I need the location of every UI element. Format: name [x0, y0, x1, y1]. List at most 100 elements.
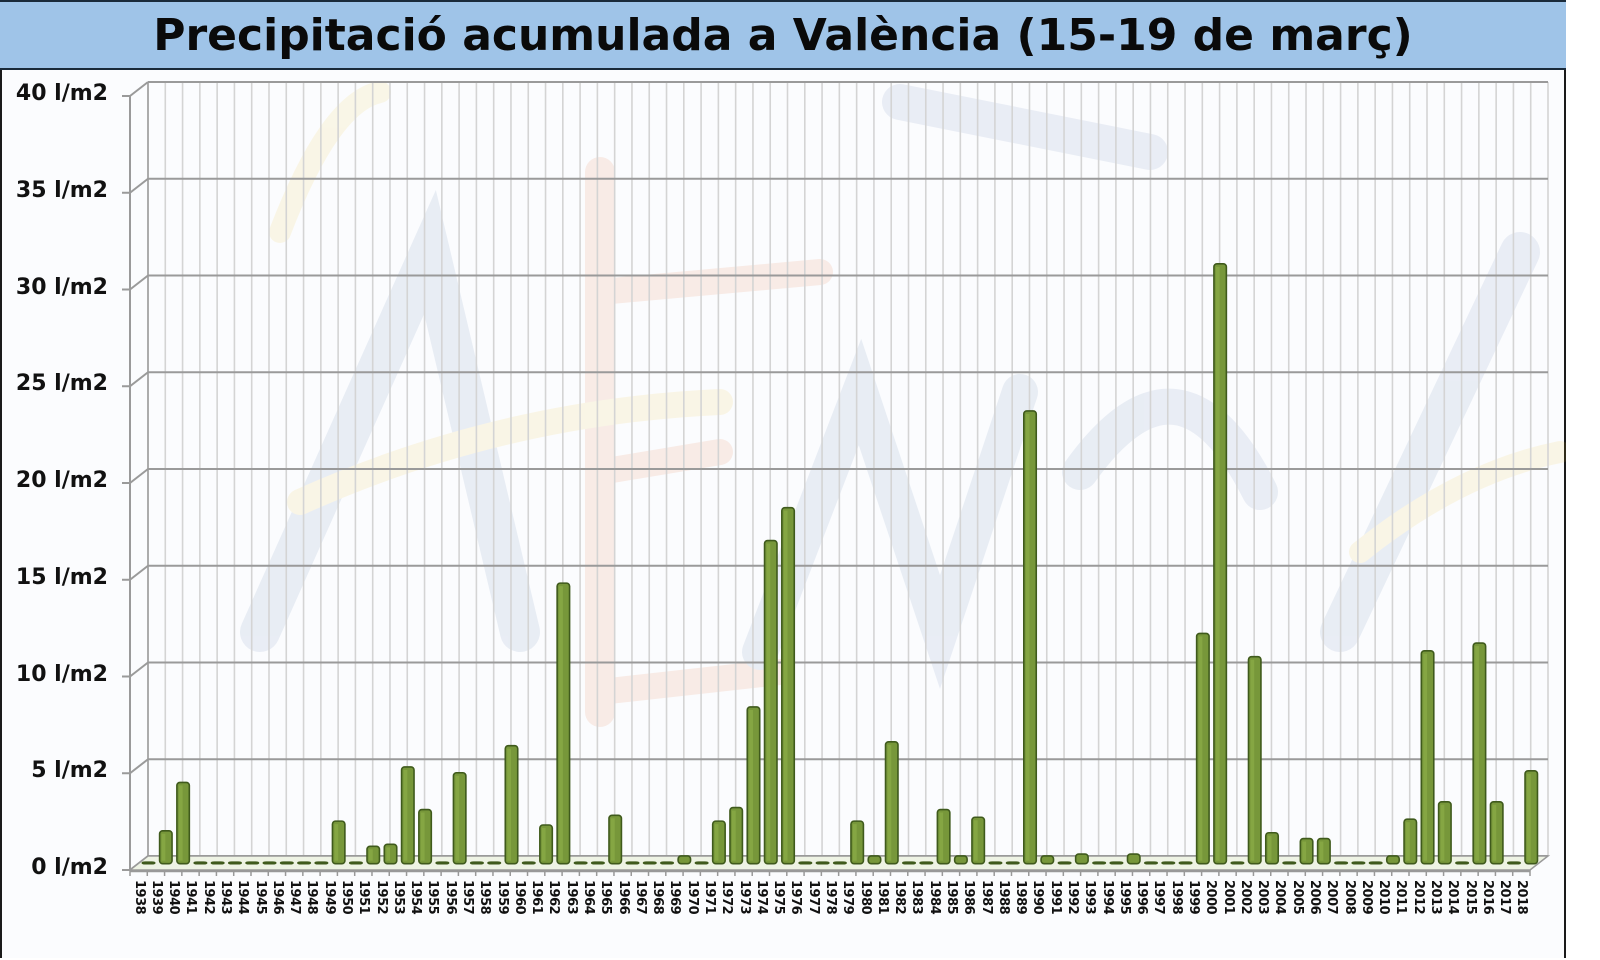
bar-1956 [452, 771, 467, 865]
title-banner: Precipitació acumulada a València (15-19… [0, 0, 1566, 70]
bar-1949 [331, 820, 346, 865]
bar-2011 [1403, 818, 1418, 865]
x-tick-label: 1951 [356, 880, 372, 915]
bar-1993 [1092, 861, 1107, 865]
bar-1959 [504, 744, 519, 865]
bar-1951 [366, 845, 381, 865]
x-tick-label: 1983 [909, 880, 925, 915]
x-tick-label: 1993 [1082, 880, 1098, 915]
bar-1962 [556, 582, 571, 865]
bar-1984 [936, 808, 951, 865]
x-tick-label: 1950 [339, 880, 355, 915]
bar-1999 [1195, 632, 1210, 865]
x-tick-label: 1959 [494, 880, 510, 915]
x-tick-label: 1953 [390, 880, 406, 915]
x-tick-label: 2003 [1255, 880, 1271, 915]
x-tick-label: 2008 [1341, 880, 1357, 915]
bar-1966 [625, 861, 640, 865]
x-tick-label: 1975 [771, 880, 787, 915]
x-tick-label: 1942 [200, 880, 216, 915]
x-tick-label: 2004 [1272, 880, 1288, 915]
bar-1940 [176, 781, 191, 865]
x-tick-label: 1968 [650, 880, 666, 915]
bar-1945 [262, 861, 277, 865]
x-tick-label: 1964 [581, 880, 597, 915]
x-tick-label: 1957 [460, 880, 476, 915]
bar-2001 [1230, 861, 1245, 865]
bar-1946 [279, 861, 294, 865]
x-tick-label: 1962 [546, 880, 562, 915]
bar-2014 [1455, 861, 1470, 865]
bar-1960 [521, 861, 536, 865]
x-tick-label: 1945 [252, 880, 268, 915]
bar-2006 [1316, 837, 1331, 865]
bar-1986 [971, 816, 986, 865]
chart-title: Precipitació acumulada a València (15-19… [153, 9, 1413, 61]
x-tick-label: 1972 [719, 880, 735, 915]
x-tick-label: 1981 [874, 880, 890, 915]
x-tick-label: 1958 [477, 880, 493, 915]
x-tick-label: 1963 [563, 880, 579, 915]
x-tick-label: 2012 [1410, 880, 1426, 915]
bar-1971 [711, 820, 726, 865]
bar-1985 [953, 855, 968, 865]
bar-1952 [383, 843, 398, 865]
x-tick-label: 1987 [978, 880, 994, 915]
bar-1963 [573, 861, 588, 865]
x-tick-label: 1991 [1047, 880, 1063, 915]
y-tick-label: 15 l/m2 [15, 564, 108, 590]
bar-1961 [539, 824, 554, 865]
x-tick-label: 1998 [1168, 880, 1184, 915]
x-tick-label: 1939 [148, 880, 164, 915]
x-tick-label: 1943 [218, 880, 234, 915]
bar-2018 [1524, 770, 1539, 865]
bar-1972 [729, 806, 744, 865]
bar-1970 [694, 861, 709, 865]
bar-1980 [867, 855, 882, 865]
bar-1941 [193, 861, 208, 865]
x-tick-label: 1999 [1185, 880, 1201, 915]
y-tick-label: 40 l/m2 [15, 81, 108, 106]
x-tick-label: 1941 [183, 880, 199, 915]
bar-1995 [1126, 853, 1141, 865]
x-tick-label: 1969 [667, 880, 683, 915]
x-tick-label: 1994 [1099, 880, 1115, 915]
y-tick-label: 5 l/m2 [31, 758, 108, 784]
bar-1954 [418, 808, 433, 865]
x-tick-label: 1982 [892, 880, 908, 915]
bar-2012 [1420, 650, 1435, 865]
x-tick-label: 1960 [511, 880, 527, 915]
bar-1981 [884, 740, 899, 865]
x-tick-label: 1989 [1013, 880, 1029, 915]
bar-1978 [832, 861, 847, 865]
x-tick-label: 1955 [425, 880, 441, 915]
x-tick-label: 1978 [823, 880, 838, 915]
bar-1947 [297, 861, 312, 865]
bar-1944 [245, 861, 260, 865]
x-tick-label: 1970 [684, 880, 700, 915]
x-tick-label: 1979 [840, 880, 856, 915]
x-tick-label: 1956 [442, 880, 458, 915]
x-tick-label: 1947 [287, 880, 303, 915]
bar-1943 [227, 861, 242, 865]
bar-1994 [1109, 861, 1124, 865]
x-tick-label: 1954 [408, 880, 424, 915]
x-tick-label: 1990 [1030, 880, 1046, 915]
bar-1988 [1005, 861, 1020, 865]
x-tick-label: 1961 [529, 880, 545, 915]
x-tick-label: 1944 [235, 880, 251, 915]
bar-2004 [1282, 861, 1297, 865]
x-tick-label: 1976 [788, 880, 804, 915]
x-tick-label: 2009 [1358, 880, 1374, 915]
x-tick-label: 1971 [702, 880, 717, 915]
bar-2015 [1472, 642, 1487, 865]
bar-1955 [435, 861, 450, 865]
x-tick-label: 1997 [1151, 880, 1167, 915]
bar-1942 [210, 861, 225, 865]
bar-2017 [1506, 861, 1521, 865]
x-tick-label: 2018 [1514, 880, 1530, 915]
bar-1953 [400, 766, 415, 865]
x-tick-label: 1977 [805, 880, 821, 915]
bar-1975 [781, 506, 796, 865]
bar-1957 [469, 861, 484, 865]
